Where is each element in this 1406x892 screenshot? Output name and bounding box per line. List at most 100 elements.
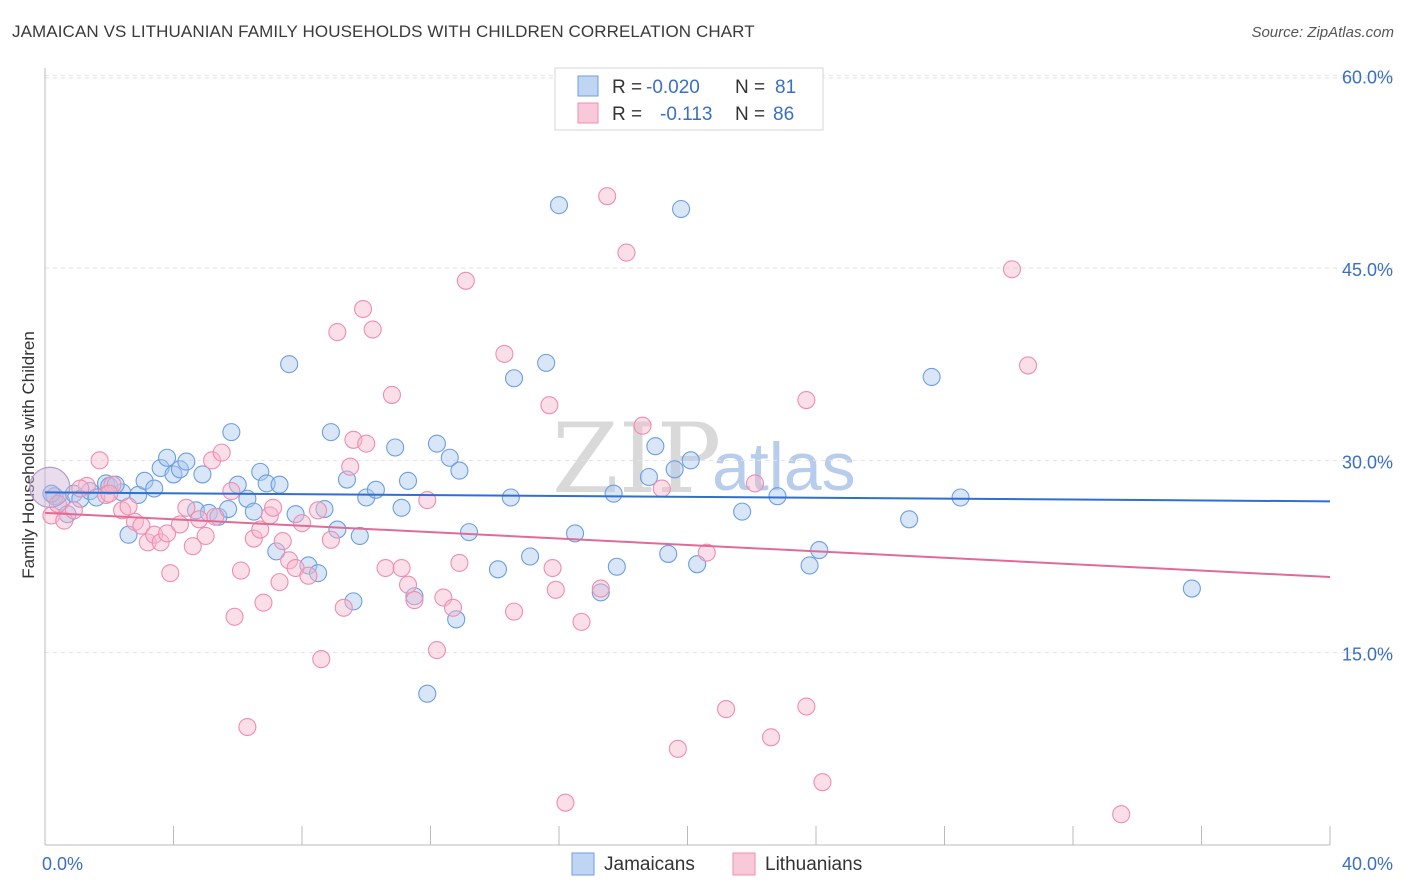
point-jamaicans <box>659 544 678 563</box>
point-jamaicans <box>280 355 299 374</box>
point-lithuanians <box>398 575 418 594</box>
point-jamaicans <box>504 369 524 388</box>
point-lithuanians <box>292 514 312 533</box>
point-lithuanians <box>212 443 231 462</box>
trendline-jamaicans <box>44 491 1331 503</box>
point-jamaicans <box>392 498 411 517</box>
point-jamaicans <box>810 541 829 560</box>
y-tick-label: 15.0% <box>1342 645 1393 665</box>
point-jamaicans <box>681 451 700 470</box>
point-lithuanians <box>264 498 283 517</box>
point-lithuanians <box>1002 260 1022 279</box>
point-lithuanians <box>273 532 292 551</box>
point-lithuanians <box>231 561 251 580</box>
point-jamaicans <box>591 583 610 602</box>
point-lithuanians <box>357 434 376 453</box>
point-lithuanians <box>376 558 395 578</box>
source-label: Source: ZipAtlas.com <box>1251 24 1394 41</box>
point-lithuanians <box>119 497 138 516</box>
point-lithuanians <box>341 457 360 476</box>
legend-n-value-jamaicans: 81 <box>775 77 796 98</box>
point-lithuanians <box>177 498 196 517</box>
legend: R = -0.020 N = 81 R = -0.113 N = 86 <box>554 67 824 131</box>
tick-labels: 15.0% 30.0% 45.0% 60.0% 0.0% 40.0% <box>42 68 1393 874</box>
point-jamaicans <box>1182 579 1201 598</box>
bottom-legend-swatch-lithuanians <box>732 852 756 876</box>
legend-n-label-jamaicans: N = <box>735 77 765 98</box>
point-lithuanians <box>353 299 373 319</box>
point-jamaicans <box>357 488 376 507</box>
point-lithuanians <box>745 474 765 493</box>
point-jamaicans <box>135 471 154 490</box>
point-lithuanians <box>456 271 475 290</box>
point-lithuanians <box>540 396 559 415</box>
point-jamaicans <box>566 524 585 543</box>
point-jamaicans <box>450 461 469 480</box>
point-lithuanians <box>382 385 402 404</box>
point-jamaicans <box>321 423 340 442</box>
point-jamaicans <box>366 480 385 499</box>
point-lithuanians <box>183 537 202 556</box>
bottom-legend-swatch-jamaicans <box>571 852 595 876</box>
point-lithuanians <box>697 543 716 562</box>
point-lithuanians <box>495 344 514 363</box>
point-lithuanians <box>312 650 331 669</box>
point-lithuanians <box>450 553 469 572</box>
series-lithuanians <box>29 187 1131 824</box>
legend-swatch-jamaicans <box>577 75 599 97</box>
point-lithuanians <box>405 591 424 610</box>
y-tick-label: 60.0% <box>1342 68 1393 88</box>
point-lithuanians <box>270 573 289 592</box>
point-jamaicans <box>900 510 919 529</box>
point-cluster-origin <box>29 466 71 508</box>
point-jamaicans <box>951 488 970 507</box>
point-lithuanians <box>1018 356 1038 375</box>
point-lithuanians <box>633 416 652 435</box>
point-jamaicans <box>145 479 164 498</box>
legend-r-value-jamaicans: -0.020 <box>646 77 700 98</box>
point-lithuanians <box>321 530 340 549</box>
point-lithuanians <box>138 533 157 552</box>
point-jamaicans <box>267 542 286 561</box>
point-lithuanians <box>572 612 591 631</box>
point-lithuanians <box>145 525 164 544</box>
point-lithuanians <box>652 479 671 498</box>
y-axis-title: Family Households with Children <box>19 331 38 579</box>
point-jamaicans <box>665 460 684 479</box>
point-lithuanians <box>543 558 562 578</box>
point-lithuanians <box>203 451 222 470</box>
point-jamaicans <box>607 557 626 576</box>
point-lithuanians <box>158 524 177 543</box>
point-lithuanians <box>617 243 636 262</box>
point-lithuanians <box>151 533 170 552</box>
point-jamaicans <box>604 484 623 503</box>
point-jamaicans <box>170 460 189 479</box>
point-jamaicans <box>733 502 752 521</box>
legend-r-label-lithuanians: R = <box>612 104 642 125</box>
point-lithuanians <box>251 520 270 539</box>
point-lithuanians <box>504 602 524 621</box>
point-jamaicans <box>315 499 334 519</box>
point-jamaicans <box>270 475 289 494</box>
point-lithuanians <box>90 451 109 470</box>
point-jamaicans <box>537 353 556 372</box>
point-lithuanians <box>206 507 225 526</box>
point-jamaicans <box>222 423 241 442</box>
trendline-lithuanians <box>44 511 1331 579</box>
point-lithuanians <box>64 501 83 520</box>
point-lithuanians <box>546 580 565 599</box>
point-jamaicans <box>286 505 305 524</box>
legend-r-value-lithuanians: -0.113 <box>660 104 712 125</box>
point-jamaicans <box>646 437 665 456</box>
point-lithuanians <box>196 526 215 546</box>
point-lithuanians <box>556 793 575 812</box>
point-lithuanians <box>813 773 832 792</box>
point-jamaicans <box>244 502 263 521</box>
point-jamaicans <box>42 484 61 503</box>
point-lithuanians <box>443 598 463 617</box>
legend-swatch-lithuanians <box>577 102 599 124</box>
point-lithuanians <box>761 728 781 747</box>
point-jamaicans <box>688 555 707 574</box>
axes <box>44 68 1331 846</box>
point-lithuanians <box>244 529 263 548</box>
